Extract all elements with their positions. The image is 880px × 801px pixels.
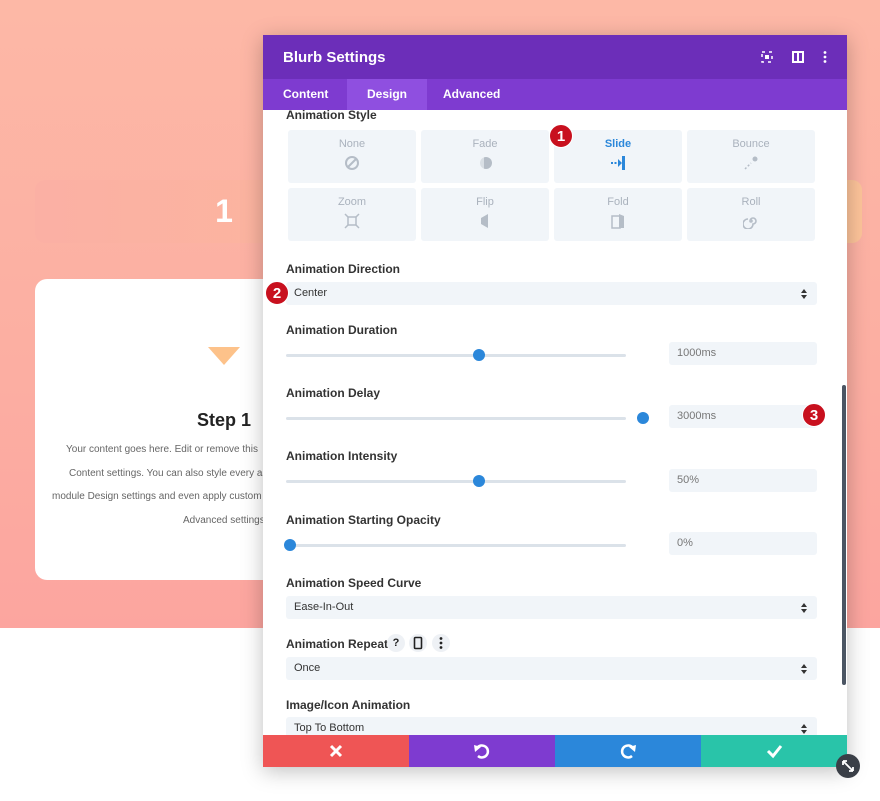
select[interactable]: Top To Bottom — [286, 717, 817, 740]
animation-option[interactable]: Bounce — [687, 130, 815, 183]
blurb-card — [35, 279, 295, 580]
slider-knob[interactable] — [473, 349, 485, 361]
option-label: Roll — [741, 196, 761, 208]
option-icon — [345, 156, 359, 170]
card-text: Advanced settings — [183, 515, 265, 526]
text-input[interactable]: 3000ms — [669, 405, 817, 428]
tab[interactable]: Advanced — [443, 87, 501, 101]
slider[interactable] — [286, 412, 649, 424]
tab-active[interactable]: Design — [347, 79, 428, 110]
card-icon — [208, 347, 240, 365]
step-badge: 1 — [549, 124, 573, 148]
option-label: Bounce — [732, 138, 770, 150]
field-label: Animation Starting Opacity — [286, 513, 441, 527]
slider[interactable] — [286, 349, 626, 361]
text-input[interactable]: 1000ms — [669, 342, 817, 365]
field-label: Animation Style — [286, 108, 377, 122]
option-icon — [480, 157, 492, 169]
field-label: Animation Repeat — [286, 637, 389, 651]
option-label: Flip — [476, 196, 494, 208]
animation-option[interactable]: Fold — [554, 188, 682, 241]
option-label: Fade — [472, 138, 498, 150]
option-label: Fold — [607, 196, 629, 208]
field-icons[interactable] — [409, 634, 451, 652]
option-icon — [481, 214, 488, 228]
help-icon[interactable]: ? — [387, 634, 405, 652]
option-label: None — [338, 138, 366, 150]
step-badge: 2 — [265, 281, 289, 305]
discard-button[interactable] — [263, 735, 409, 767]
animation-option[interactable]: Roll — [687, 188, 815, 241]
slider-knob[interactable] — [637, 412, 649, 424]
band-number: 1 — [215, 193, 233, 229]
field-label: Animation Speed Curve — [286, 576, 422, 590]
modal-title: Blurb Settings — [263, 35, 847, 79]
slider[interactable] — [284, 539, 626, 551]
slider-knob[interactable] — [473, 475, 485, 487]
slider[interactable] — [286, 475, 626, 487]
select[interactable]: Center — [286, 282, 817, 305]
option-icon — [611, 156, 625, 170]
field-label: Animation Direction — [286, 262, 401, 276]
text-input[interactable]: 50% — [669, 469, 817, 492]
card-title: Step 1 — [196, 410, 252, 430]
option-icon — [743, 217, 757, 229]
tab[interactable]: Content — [283, 87, 329, 101]
animation-option[interactable]: None — [288, 130, 416, 183]
text-input[interactable]: 0% — [669, 532, 817, 555]
redo-button[interactable] — [555, 735, 701, 767]
step-badge: 3 — [802, 403, 826, 427]
header-icons[interactable] — [760, 50, 830, 64]
tab-bar: Content Design Advanced — [263, 79, 847, 110]
card-text: Your content goes here. Edit or remove t… — [66, 444, 258, 455]
select[interactable]: Ease-In-Out — [286, 596, 817, 619]
option-icon — [611, 214, 624, 229]
save-button[interactable] — [701, 735, 847, 767]
scrollbar[interactable] — [842, 385, 846, 685]
card-text: module Design settings and even apply cu… — [52, 491, 262, 502]
animation-option[interactable]: Zoom — [288, 188, 416, 241]
field-label: Image/Icon Animation — [286, 698, 411, 712]
select[interactable]: Once — [286, 657, 817, 680]
animation-option[interactable]: Flip — [421, 188, 549, 241]
field-label: Animation Duration — [286, 323, 398, 337]
field-label: Animation Intensity — [286, 449, 398, 463]
option-icon — [744, 156, 758, 170]
undo-button[interactable] — [409, 735, 555, 767]
animation-option[interactable]: Slide — [554, 130, 682, 183]
field-label: Animation Delay — [286, 386, 381, 400]
option-label: Slide — [604, 138, 632, 150]
animation-option[interactable]: Fade — [421, 130, 549, 183]
slider-knob[interactable] — [284, 539, 296, 551]
option-icon — [344, 213, 360, 229]
card-text: Content settings. You can also style eve… — [69, 468, 268, 479]
option-label: Zoom — [337, 196, 367, 208]
settings-modal: Blurb Settings Content Design Advanced A… — [263, 35, 847, 767]
resize-handle[interactable] — [835, 753, 861, 779]
